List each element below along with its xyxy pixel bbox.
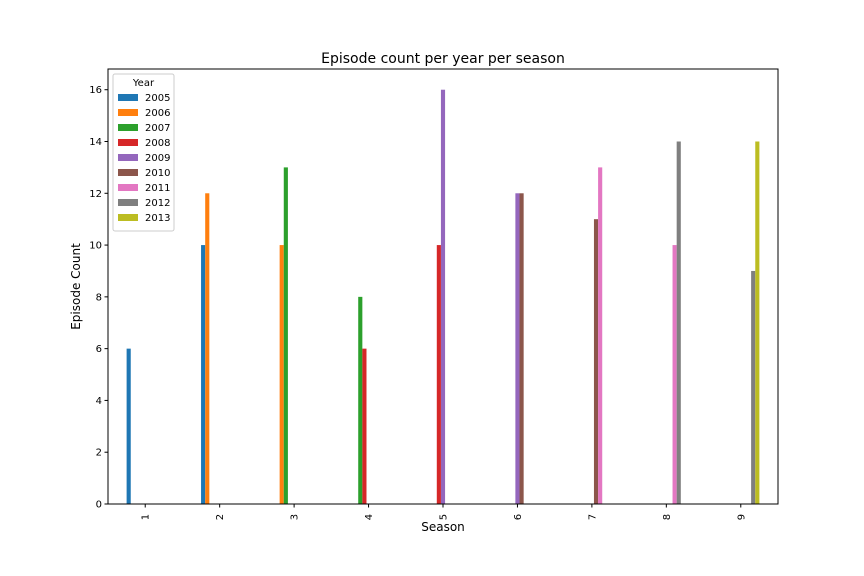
bar-2006-season-2 bbox=[205, 193, 210, 505]
bar-2005-season-2 bbox=[201, 245, 206, 505]
bar-2011-season-8 bbox=[672, 245, 677, 505]
x-tick-label: 6 bbox=[513, 514, 524, 520]
legend-label-2012: 2012 bbox=[145, 198, 170, 209]
y-tick-label: 4 bbox=[96, 396, 102, 407]
bar-2009-season-6 bbox=[515, 193, 520, 505]
bar-2005-season-1 bbox=[126, 348, 131, 504]
legend-label-2006: 2006 bbox=[145, 108, 170, 119]
bar-2007-season-3 bbox=[283, 167, 288, 504]
x-axis-label: Season bbox=[421, 520, 465, 534]
bar-2011-season-7 bbox=[598, 167, 603, 504]
y-axis-label: Episode Count bbox=[69, 243, 83, 330]
x-tick-label: 8 bbox=[662, 514, 673, 520]
legend: Year 2005 2006 2007 2008 2009 2010 2011 2012 2013 bbox=[112, 73, 175, 232]
x-tick-label: 7 bbox=[587, 514, 598, 520]
y-tick-label: 16 bbox=[89, 85, 102, 96]
bar-2007-season-4 bbox=[358, 296, 363, 504]
legend-swatch-2008 bbox=[118, 139, 138, 146]
y-tick-label: 10 bbox=[89, 241, 102, 252]
y-tick-label: 14 bbox=[89, 137, 102, 148]
bar-2008-season-5 bbox=[436, 245, 441, 505]
legend-label-2005: 2005 bbox=[145, 93, 170, 104]
legend-title: Year bbox=[132, 78, 155, 89]
x-tick-label: 4 bbox=[364, 514, 375, 520]
legend-label-2010: 2010 bbox=[145, 168, 170, 179]
legend-label-2008: 2008 bbox=[145, 138, 170, 149]
bar-2010-season-6 bbox=[519, 193, 524, 505]
legend-swatch-2007 bbox=[118, 124, 138, 131]
x-tick-label: 5 bbox=[439, 514, 450, 520]
legend-label-2007: 2007 bbox=[145, 123, 170, 134]
legend-swatch-2005 bbox=[118, 94, 138, 101]
legend-label-2009: 2009 bbox=[145, 153, 170, 164]
bar-2012-season-9 bbox=[751, 270, 756, 504]
x-axis: 1 2 3 4 5 6 7 8 9 bbox=[141, 504, 747, 520]
x-tick-label: 3 bbox=[290, 514, 301, 520]
bar-2010-season-7 bbox=[593, 219, 599, 504]
chart-title: Episode count per year per season bbox=[321, 51, 565, 67]
bar-2006-season-3 bbox=[279, 245, 284, 505]
y-tick-label: 8 bbox=[96, 292, 102, 303]
bar-2009-season-5 bbox=[440, 89, 446, 504]
y-tick-label: 0 bbox=[96, 500, 102, 511]
legend-swatch-2009 bbox=[118, 154, 138, 161]
x-tick-label: 2 bbox=[215, 514, 226, 520]
plot-frame bbox=[107, 68, 779, 505]
legend-label-2011: 2011 bbox=[145, 183, 170, 194]
bars-layer bbox=[126, 89, 760, 505]
bar-2012-season-8 bbox=[676, 141, 681, 504]
y-tick-label: 2 bbox=[96, 448, 102, 459]
y-axis: 0 2 4 6 8 10 12 14 16 bbox=[89, 85, 108, 511]
bar-2008-season-4 bbox=[362, 348, 367, 504]
legend-label-2013: 2013 bbox=[145, 213, 170, 224]
bar-2013-season-9 bbox=[755, 141, 760, 504]
legend-swatch-2011 bbox=[118, 184, 138, 191]
y-tick-label: 6 bbox=[96, 344, 102, 355]
x-tick-label: 9 bbox=[736, 514, 747, 520]
y-tick-label: 12 bbox=[89, 189, 102, 200]
legend-swatch-2012 bbox=[118, 199, 138, 206]
x-tick-label: 1 bbox=[141, 514, 152, 520]
legend-swatch-2013 bbox=[118, 214, 138, 221]
legend-swatch-2010 bbox=[118, 169, 138, 176]
legend-swatch-2006 bbox=[118, 109, 138, 116]
